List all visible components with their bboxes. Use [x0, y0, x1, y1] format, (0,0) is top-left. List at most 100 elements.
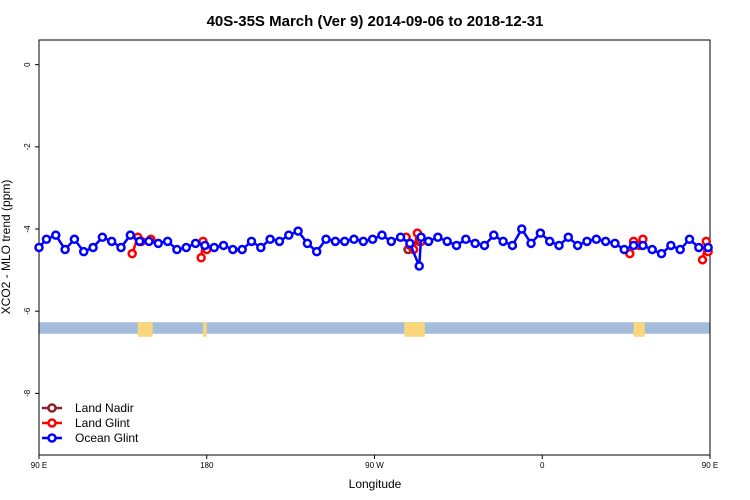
data-point — [479, 240, 490, 251]
data-point — [377, 230, 387, 240]
data-point — [610, 238, 620, 249]
data-point — [181, 242, 191, 253]
data-point — [190, 238, 201, 249]
data-point — [106, 236, 117, 247]
legend-marker — [47, 418, 57, 428]
data-point — [265, 234, 275, 245]
data-point — [293, 226, 303, 236]
data-point — [442, 236, 452, 247]
data-point — [60, 244, 70, 255]
data-point — [470, 238, 480, 249]
data-point — [367, 234, 378, 245]
data-point — [172, 244, 182, 255]
data-point — [405, 238, 415, 249]
x-axis-label: Longitude — [349, 477, 402, 491]
data-point — [330, 236, 341, 247]
data-point — [321, 234, 331, 245]
y-tick-label: -8 — [23, 389, 32, 397]
y-tick-label: -2 — [23, 143, 32, 151]
data-point — [339, 236, 350, 247]
x-tick-label: 90 E — [702, 461, 718, 470]
data-point — [554, 240, 564, 251]
y-axis: 0 -2 -4 -6 -8 — [23, 62, 39, 397]
map-strip — [39, 322, 710, 337]
data-point — [516, 224, 527, 234]
legend-marker — [47, 433, 57, 443]
data-point — [433, 232, 443, 242]
data-point — [498, 236, 508, 247]
data-point — [416, 232, 426, 242]
legend-label: Land Nadir — [75, 401, 134, 415]
x-tick-label: 180 — [200, 461, 214, 470]
data-point — [414, 261, 424, 271]
data-point — [386, 236, 397, 247]
data-point — [461, 234, 471, 245]
y-tick-label: -4 — [23, 225, 32, 233]
data-point — [349, 234, 359, 245]
series-layer — [34, 224, 713, 271]
data-point — [116, 242, 126, 253]
data-point — [647, 244, 657, 255]
y-axis-label: XCO2 - MLO trend (ppm) — [0, 180, 13, 315]
data-point — [196, 253, 206, 263]
land-patch — [633, 322, 645, 337]
data-point — [34, 242, 44, 253]
data-point — [619, 244, 630, 255]
y-tick-label: 0 — [23, 62, 32, 67]
data-point — [209, 242, 219, 253]
data-point — [572, 240, 583, 251]
data-point — [41, 234, 52, 245]
data-point — [395, 232, 406, 242]
legend-item: Land Nadir — [42, 401, 134, 415]
land-patch — [137, 322, 153, 337]
data-point — [535, 228, 546, 238]
data-point — [274, 236, 285, 247]
data-point — [153, 238, 164, 249]
data-point — [88, 242, 98, 253]
x-tick-label: 90 W — [365, 461, 384, 470]
x-tick-label: 90 E — [31, 461, 47, 470]
data-point — [507, 240, 518, 251]
data-point — [684, 234, 695, 245]
data-point — [218, 240, 229, 251]
data-point — [125, 230, 136, 240]
data-point — [666, 240, 676, 251]
data-point — [358, 236, 369, 247]
data-point — [694, 242, 704, 253]
data-point — [656, 248, 667, 259]
data-point — [544, 236, 555, 247]
land-patch — [203, 322, 207, 337]
legend-label: Land Glint — [75, 416, 130, 430]
data-point — [675, 244, 685, 255]
data-point — [703, 242, 713, 253]
data-point — [97, 232, 108, 242]
data-point — [228, 244, 238, 255]
data-point — [563, 232, 574, 242]
legend-marker — [47, 403, 57, 413]
data-point — [284, 230, 294, 240]
data-point — [78, 246, 89, 257]
legend-item: Land Glint — [42, 416, 130, 430]
data-point — [600, 236, 611, 247]
data-point — [302, 238, 313, 249]
x-tick-label: 0 — [540, 461, 545, 470]
ocean-band — [39, 322, 710, 334]
data-point — [200, 240, 210, 251]
y-tick-label: -6 — [23, 307, 32, 315]
plot-frame — [38, 39, 711, 456]
land-patch — [404, 322, 425, 337]
data-point — [582, 236, 592, 247]
data-point — [127, 248, 137, 259]
data-point — [591, 234, 602, 245]
data-point — [451, 240, 462, 251]
data-point — [69, 234, 80, 245]
data-point — [697, 255, 708, 265]
data-point — [311, 246, 322, 257]
legend-label: Ocean Glint — [75, 431, 139, 445]
legend-item: Ocean Glint — [42, 431, 139, 445]
data-point — [162, 236, 173, 247]
series-ocean-glint — [34, 224, 713, 271]
